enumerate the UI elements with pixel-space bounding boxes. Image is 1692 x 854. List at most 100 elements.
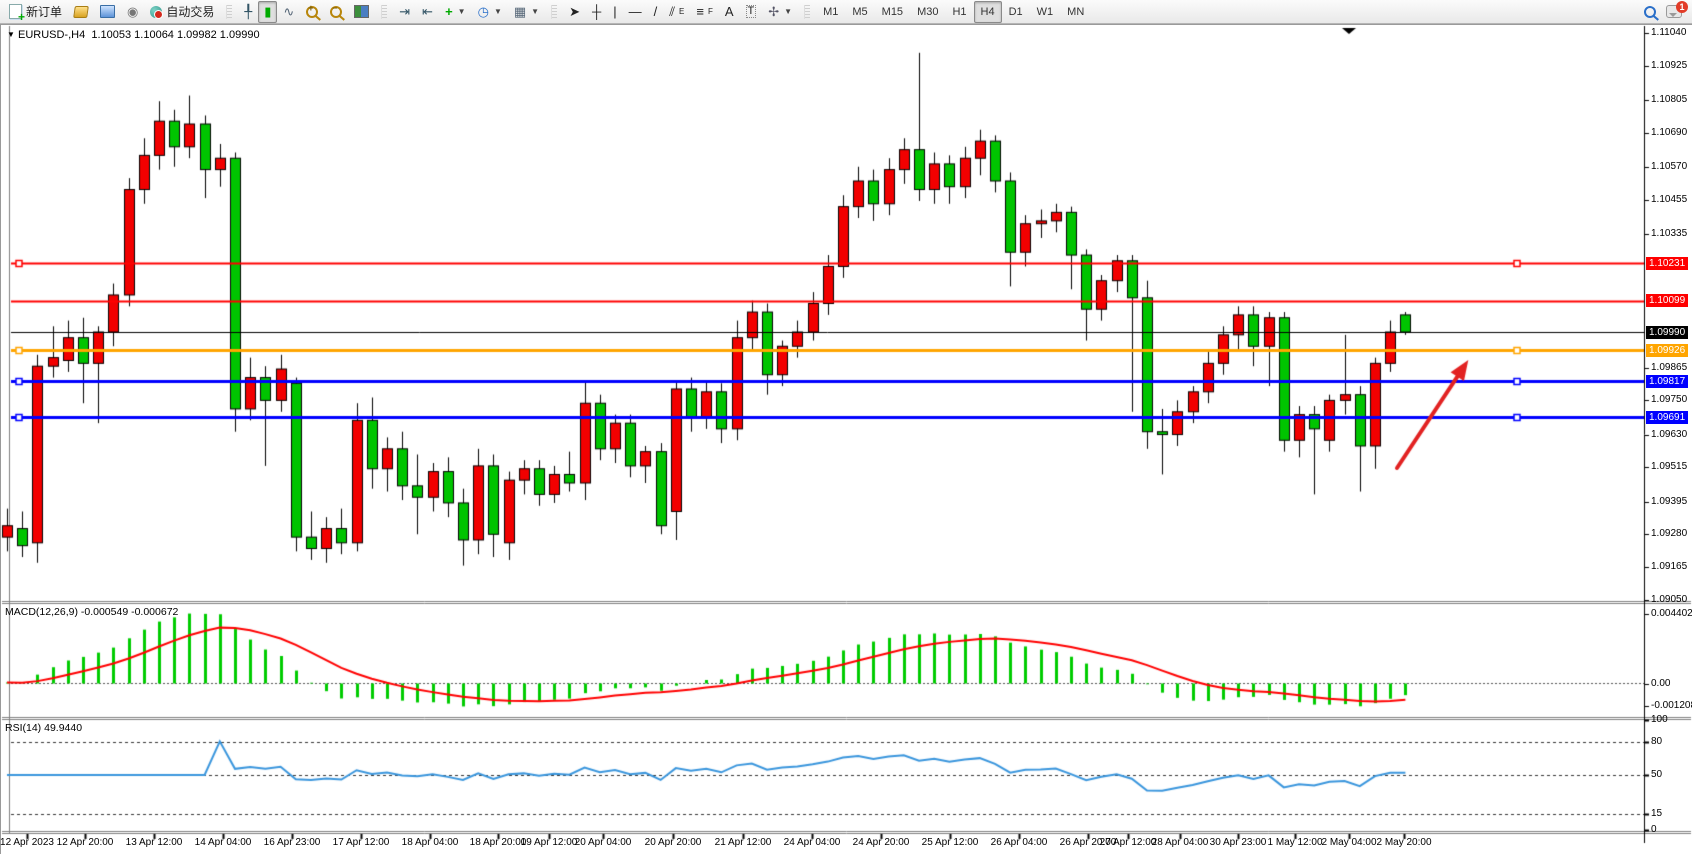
time-axis-label: 14 Apr 04:00: [194, 837, 252, 848]
cursor-tool-button[interactable]: ➤: [563, 1, 586, 23]
line-chart-button[interactable]: ∿: [277, 1, 300, 23]
channel-sub-label: E: [679, 7, 685, 16]
template-icon: ▦: [513, 4, 527, 19]
price-axis-tick: 1.10690: [1651, 126, 1688, 138]
time-axis-label: 26 Apr 04:00: [990, 837, 1048, 848]
time-axis-label: 18 Apr 20:00: [469, 837, 527, 848]
macd-axis-label: 0.004402: [1651, 607, 1692, 619]
vertical-line-icon: |: [613, 4, 617, 19]
price-axis-tick: 1.10570: [1651, 160, 1688, 172]
tile-windows-icon: [354, 5, 370, 18]
fibonacci-tool-button[interactable]: ≡ F: [690, 1, 718, 23]
macd-axis-label: -0.001208: [1651, 700, 1692, 712]
time-axis-label: 12 Apr 2023: [0, 837, 54, 848]
new-order-button[interactable]: 新订单: [3, 1, 68, 23]
autotrading-icon: [150, 5, 164, 19]
time-axis-label: 20 Apr 04:00: [574, 837, 632, 848]
price-axis-tick: 1.10805: [1651, 93, 1688, 105]
add-indicator-icon: +: [445, 4, 453, 19]
tile-windows-button[interactable]: [348, 1, 375, 23]
label-tool-button[interactable]: T: [740, 1, 763, 23]
channel-tool-button[interactable]: ⫽ E: [663, 1, 690, 23]
price-line-badge: 1.09817: [1646, 374, 1689, 388]
price-axis-tick: 1.10455: [1651, 193, 1688, 205]
timeframe-button-h4[interactable]: H4: [973, 0, 1002, 23]
chart-dropdown-icon[interactable]: ▼: [7, 30, 15, 39]
price-line-badge: 1.09691: [1646, 410, 1689, 424]
line-chart-icon: ∿: [283, 4, 295, 19]
price-axis-tick: 1.09750: [1651, 394, 1688, 406]
time-axis-label: 28 Apr 04:00: [1151, 837, 1209, 848]
clock-icon: ◷: [477, 4, 489, 19]
text-tool-button[interactable]: A: [719, 1, 740, 23]
macd-indicator-label: MACD(12,26,9) -0.000549 -0.000672: [5, 606, 179, 618]
timeframe-button-m5[interactable]: M5: [852, 5, 868, 18]
indicators-button[interactable]: + ▼: [439, 1, 472, 23]
label-tool-icon: T: [745, 5, 757, 18]
auto-scroll-button[interactable]: ⇥: [393, 1, 416, 23]
time-axis-label: 20 Apr 20:00: [644, 837, 702, 848]
zoom-in-icon: +: [306, 3, 319, 18]
timeframe-button-mn[interactable]: MN: [1067, 5, 1085, 18]
trendline-tool-button[interactable]: /: [648, 1, 664, 23]
chart-shift-button[interactable]: ⇤: [416, 1, 439, 23]
chat-icon[interactable]: 1: [1666, 1, 1688, 18]
zoom-in-button[interactable]: +: [300, 1, 324, 23]
fibonacci-icon: ≡: [696, 4, 704, 19]
channel-icon: ⫽: [669, 4, 676, 19]
price-line-badge: 1.09926: [1646, 343, 1689, 357]
timeframe-button-w1[interactable]: W1: [1036, 5, 1054, 18]
bar-chart-button[interactable]: ╀: [238, 1, 258, 23]
price-line-badge: 1.10099: [1646, 294, 1689, 308]
rsi-indicator-label: RSI(14) 49.9440: [5, 722, 83, 734]
main-chart-canvas[interactable]: [1, 25, 1692, 854]
price-axis-tick: 1.11040: [1651, 26, 1687, 38]
hline-tool-button[interactable]: —: [623, 1, 648, 23]
crosshair-icon: ┼: [591, 4, 602, 19]
dropdown-arrow-icon: ▼: [493, 7, 502, 16]
timeframe-button-d1[interactable]: D1: [1008, 5, 1023, 18]
time-axis-label: 2 May 20:00: [1376, 837, 1432, 848]
arrows-tool-button[interactable]: ✢ ▼: [762, 1, 798, 23]
search-icon[interactable]: [1644, 5, 1656, 18]
crosshair-tool-button[interactable]: ┼: [586, 1, 607, 23]
notification-badge: 1: [1676, 1, 1688, 13]
dropdown-arrow-icon: ▼: [457, 7, 466, 16]
periods-button[interactable]: ◷ ▼: [472, 1, 508, 23]
horizontal-line-icon: —: [628, 4, 642, 19]
market-watch-button[interactable]: [94, 1, 121, 23]
price-axis-tick: 1.09165: [1651, 561, 1688, 573]
rsi-axis-label: 100: [1651, 714, 1668, 725]
time-axis-label: 16 Apr 23:00: [263, 837, 321, 848]
rsi-axis-label: 15: [1651, 807, 1663, 819]
time-axis-label: 13 Apr 12:00: [125, 837, 183, 848]
price-line-badge: 1.10231: [1646, 256, 1689, 270]
timeframe-button-m1[interactable]: M1: [823, 5, 839, 18]
dropdown-arrow-icon: ▼: [531, 7, 540, 16]
chart-symbol-period: EURUSD-,H4: [17, 29, 86, 41]
signal-icon: ◉: [127, 4, 139, 19]
toolbar-grip: [551, 4, 558, 19]
timeframe-button-h1[interactable]: H1: [952, 5, 967, 18]
chart-ohlc-values: 1.10053 1.10064 1.09982 1.09990: [91, 29, 260, 41]
templates-button[interactable]: ▦ ▼: [508, 1, 545, 23]
autotrading-button[interactable]: 自动交易: [144, 1, 220, 23]
zoom-out-button[interactable]: −: [324, 1, 348, 23]
text-tool-icon: A: [724, 4, 734, 19]
price-axis-tick: 1.09280: [1651, 528, 1688, 540]
vline-tool-button[interactable]: |: [607, 1, 622, 23]
styler-button[interactable]: [68, 1, 94, 23]
candle-chart-button[interactable]: ▮: [258, 0, 278, 23]
bar-chart-icon: ╀: [244, 4, 253, 19]
timeframe-button-m30[interactable]: M30: [917, 5, 939, 18]
timeframe-button-m15[interactable]: M15: [881, 5, 904, 18]
price-axis-tick: 1.10925: [1651, 59, 1688, 71]
macd-axis-label: 0.00: [1651, 677, 1671, 689]
time-axis-label: 26 Apr 20:00: [1059, 837, 1117, 848]
toolbar-grip: [804, 4, 811, 19]
dropdown-arrow-icon: ▼: [784, 7, 793, 16]
signals-button[interactable]: ◉: [121, 1, 144, 23]
toolbar-grip: [226, 4, 233, 19]
chart-window: ▼ EURUSD-,H4 1.10053 1.10064 1.09982 1.0…: [0, 24, 1692, 854]
